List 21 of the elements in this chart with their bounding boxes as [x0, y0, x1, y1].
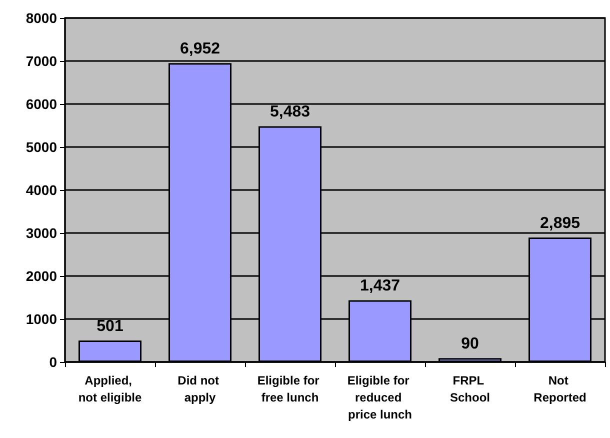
y-tick-label: 4000 [26, 182, 58, 198]
data-label: 6,952 [180, 40, 220, 58]
y-tick-label: 1000 [26, 311, 58, 327]
y-tick-label: 2000 [26, 268, 58, 284]
y-tick-label: 5000 [26, 139, 58, 155]
x-tick-label: Did not apply [178, 374, 222, 404]
data-label: 5,483 [270, 104, 310, 121]
x-tick-label: Applied, not eligible [78, 374, 142, 404]
y-tick-label: 0 [49, 354, 58, 370]
y-tick-label: 7000 [26, 53, 58, 69]
y-tick-label: 3000 [26, 225, 58, 241]
x-tick-label: Not Reported [534, 374, 586, 404]
data-label: 501 [96, 318, 124, 335]
x-tick-label: Eligible for free lunch [257, 374, 323, 404]
data-label: 2,895 [540, 215, 580, 232]
y-tick-label: 8000 [26, 10, 58, 26]
data-label: 1,437 [360, 278, 400, 295]
data-label: 90 [461, 336, 479, 353]
y-tick-label: 6000 [26, 96, 58, 112]
x-tick-label: FRPL School [450, 374, 490, 404]
x-tick-label: Eligible for reduced price lunch [347, 374, 413, 422]
